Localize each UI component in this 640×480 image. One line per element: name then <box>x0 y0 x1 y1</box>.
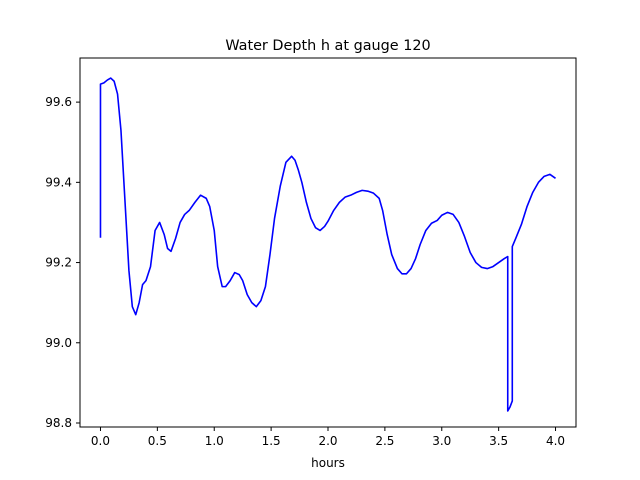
x-tick-label: 2.0 <box>318 434 337 448</box>
y-tick-label: 98.8 <box>45 416 72 430</box>
x-tick-label: 3.0 <box>432 434 451 448</box>
y-tick-label: 99.0 <box>45 336 72 350</box>
x-tick-label: 0.5 <box>148 434 167 448</box>
x-tick-label: 0.0 <box>91 434 110 448</box>
y-tick-label: 99.6 <box>45 95 72 109</box>
x-axis-ticks: 0.0 0.5 1.0 1.5 2.0 2.5 3.0 3.5 4.0 <box>91 427 565 448</box>
x-tick-label: 3.5 <box>489 434 508 448</box>
x-tick-label: 2.5 <box>375 434 394 448</box>
plot-area <box>99 77 556 412</box>
y-tick-label: 99.4 <box>45 175 72 189</box>
y-tick-label: 99.2 <box>45 256 72 270</box>
series-line-0 <box>99 77 556 412</box>
x-tick-label: 1.0 <box>205 434 224 448</box>
x-axis-label: hours <box>311 456 345 470</box>
x-tick-label: 1.5 <box>262 434 281 448</box>
x-tick-label: 4.0 <box>546 434 565 448</box>
y-axis-ticks: 98.8 99.0 99.2 99.4 99.6 <box>45 95 80 430</box>
axes-frame <box>79 57 577 428</box>
chart-title: Water Depth h at gauge 120 <box>225 38 430 54</box>
